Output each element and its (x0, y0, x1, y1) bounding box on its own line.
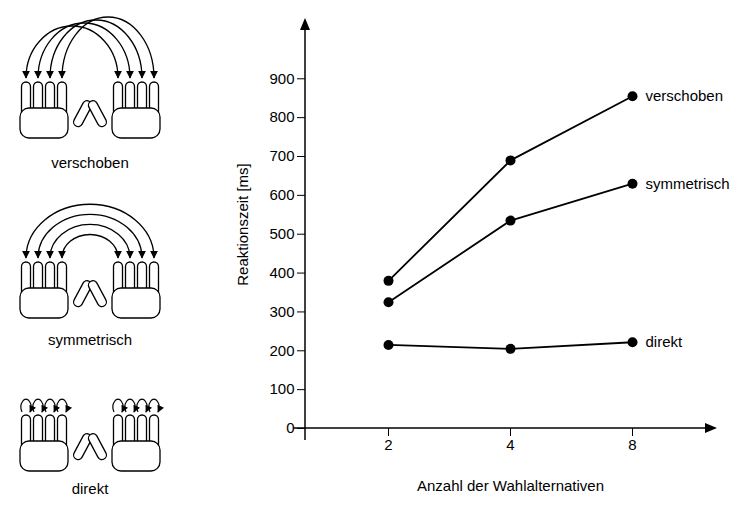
svg-text:Anzahl der Wahlalternativen: Anzahl der Wahlalternativen (417, 477, 604, 494)
svg-text:verschoben: verschoben (51, 154, 129, 171)
svg-text:900: 900 (269, 70, 294, 87)
svg-text:400: 400 (269, 264, 294, 281)
svg-text:2: 2 (384, 436, 392, 453)
svg-text:direkt: direkt (646, 333, 684, 350)
svg-text:300: 300 (269, 303, 294, 320)
svg-text:symmetrisch: symmetrisch (646, 175, 730, 192)
svg-text:500: 500 (269, 225, 294, 242)
svg-text:Reaktionszeit [ms]: Reaktionszeit [ms] (234, 163, 251, 286)
svg-text:0: 0 (286, 419, 295, 437)
svg-text:600: 600 (269, 186, 294, 203)
svg-text:200: 200 (269, 342, 294, 359)
svg-text:100: 100 (269, 380, 294, 397)
svg-text:700: 700 (269, 147, 294, 164)
svg-text:symmetrisch: symmetrisch (48, 331, 132, 348)
svg-text:direkt: direkt (72, 480, 110, 497)
svg-text:8: 8 (628, 436, 636, 453)
svg-text:4: 4 (506, 436, 514, 453)
svg-text:verschoben: verschoben (646, 87, 724, 104)
svg-text:800: 800 (269, 108, 294, 125)
